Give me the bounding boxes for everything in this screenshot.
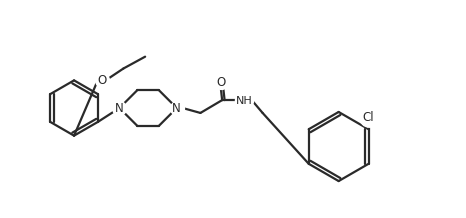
Text: N: N xyxy=(115,102,124,114)
Text: Cl: Cl xyxy=(363,111,374,124)
Text: N: N xyxy=(172,102,181,114)
Text: O: O xyxy=(217,76,226,89)
Text: NH: NH xyxy=(235,96,252,106)
Text: O: O xyxy=(97,74,106,87)
